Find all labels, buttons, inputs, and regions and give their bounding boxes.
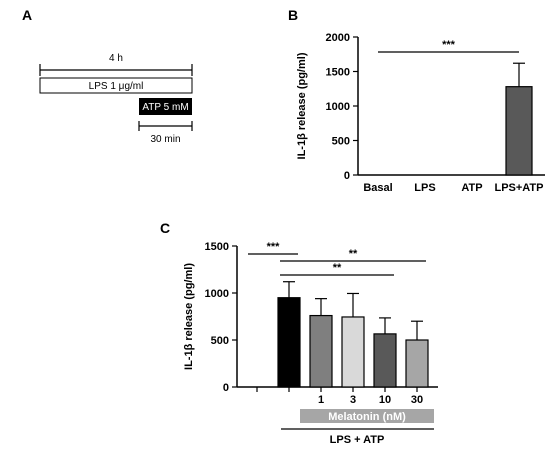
- y-axis-label: IL-1β release (pg/ml): [296, 52, 308, 159]
- category-label: 30: [411, 394, 423, 406]
- melatonin-label: Melatonin (nM): [328, 411, 406, 423]
- y-tick-label: 500: [211, 335, 229, 347]
- significance-label: ***: [267, 241, 281, 253]
- bar: [405, 339, 429, 388]
- bar: [505, 86, 533, 176]
- atp-duration-label: 30 min: [150, 134, 180, 145]
- category-label: Basal: [363, 182, 392, 194]
- category-label: 1: [318, 394, 324, 406]
- panel-a-letter: A: [22, 7, 32, 23]
- significance-label: ***: [442, 39, 456, 51]
- chart-b: 0 500 1000 1500 2000 IL-1β release (pg/ml) Bas…: [296, 32, 545, 194]
- y-tick-label: 1000: [326, 101, 350, 113]
- atp-treatment-box: [139, 98, 192, 115]
- category-label: LPS: [414, 182, 435, 194]
- significance-label: **: [333, 262, 342, 274]
- y-tick-label: 1500: [205, 241, 229, 253]
- panel-a: A 4 h LPS 1 μg/ml ATP 5 mM 30 min: [22, 7, 193, 145]
- panel-b: B 0 500 1000 1500 2000 IL-1β release (pg/ml) B…: [288, 7, 545, 194]
- bar: [341, 316, 365, 388]
- panel-c-letter: C: [160, 220, 170, 236]
- chart-c: 0 500 1000 1500 IL-1β release (pg/ml) 1 3 10 30 *…: [183, 241, 438, 406]
- y-tick-label: 500: [332, 136, 350, 148]
- y-axis-label: IL-1β release (pg/ml): [183, 263, 195, 370]
- atp-label: ATP 5 mM: [142, 102, 188, 113]
- panel-c: C 0 500 1000 1500 IL-1β release (pg/ml) 1 3 10 3…: [160, 220, 438, 446]
- y-tick-label: 0: [344, 170, 350, 182]
- lps-label: LPS 1 μg/ml: [89, 81, 144, 92]
- lps-treatment-box: [39, 77, 193, 94]
- melatonin-box: [300, 409, 434, 423]
- bar: [277, 297, 301, 388]
- significance-label: **: [349, 248, 358, 260]
- y-tick-label: 0: [223, 382, 229, 394]
- panel-b-letter: B: [288, 7, 298, 23]
- category-label: 10: [379, 394, 391, 406]
- lps-atp-group-label: LPS + ATP: [330, 434, 385, 446]
- category-label: ATP: [461, 182, 482, 194]
- y-tick-label: 2000: [326, 32, 350, 44]
- y-tick-label: 1500: [326, 67, 350, 79]
- y-tick-label: 1000: [205, 288, 229, 300]
- category-label: 3: [350, 394, 356, 406]
- duration-label: 4 h: [109, 53, 123, 64]
- bar: [373, 333, 397, 388]
- category-label: LPS+ATP: [494, 182, 543, 194]
- bar: [309, 314, 333, 388]
